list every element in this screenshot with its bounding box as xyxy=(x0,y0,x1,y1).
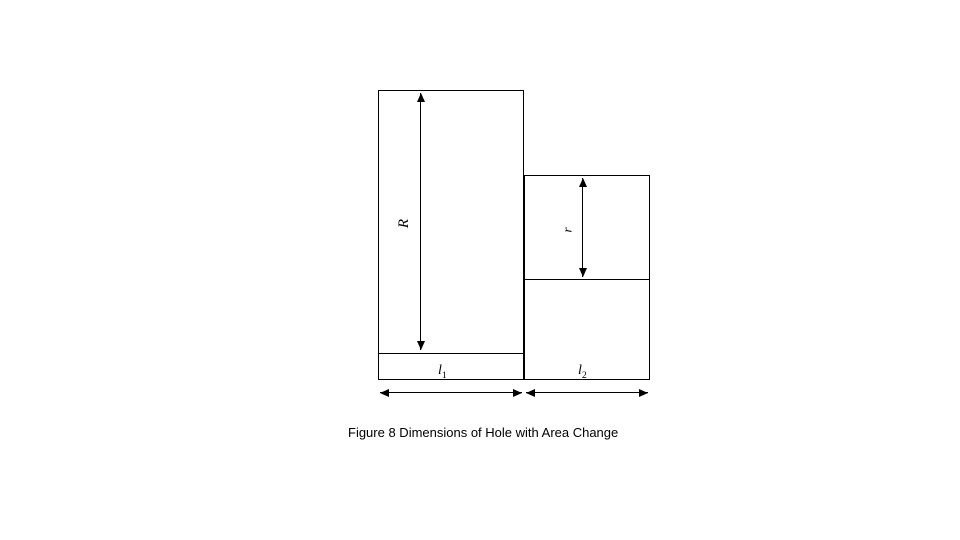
rect-r-top xyxy=(524,175,650,280)
dim-l1-line xyxy=(380,392,522,393)
figure-caption: Figure 8 Dimensions of Hole with Area Ch… xyxy=(348,425,618,440)
dim-R-arrow-bottom xyxy=(417,341,425,350)
dim-r-arrow-bottom xyxy=(579,268,587,277)
dim-r-label: r xyxy=(560,227,576,232)
dim-r-line xyxy=(582,178,583,277)
dim-l1-label: l1 xyxy=(438,363,447,381)
dim-R-arrow-top xyxy=(417,93,425,102)
figure-stage: R r l1 l2 Figure 8 Dimensions of Hole wi… xyxy=(0,0,960,540)
dim-l2-label-sub: 2 xyxy=(582,370,587,381)
dim-l2-arrow-left xyxy=(526,389,535,397)
dim-R-line xyxy=(420,93,421,350)
dim-l1-arrow-left xyxy=(380,389,389,397)
dim-l2-arrow-right xyxy=(639,389,648,397)
dim-l1-arrow-right xyxy=(513,389,522,397)
rect-base-left xyxy=(378,353,524,380)
rect-left xyxy=(378,90,524,380)
dim-l1-label-sub: 1 xyxy=(442,370,447,381)
dim-l2-line xyxy=(526,392,648,393)
dim-l2-label: l2 xyxy=(578,363,587,381)
dim-r-arrow-top xyxy=(579,178,587,187)
dim-R-label: R xyxy=(396,219,413,228)
